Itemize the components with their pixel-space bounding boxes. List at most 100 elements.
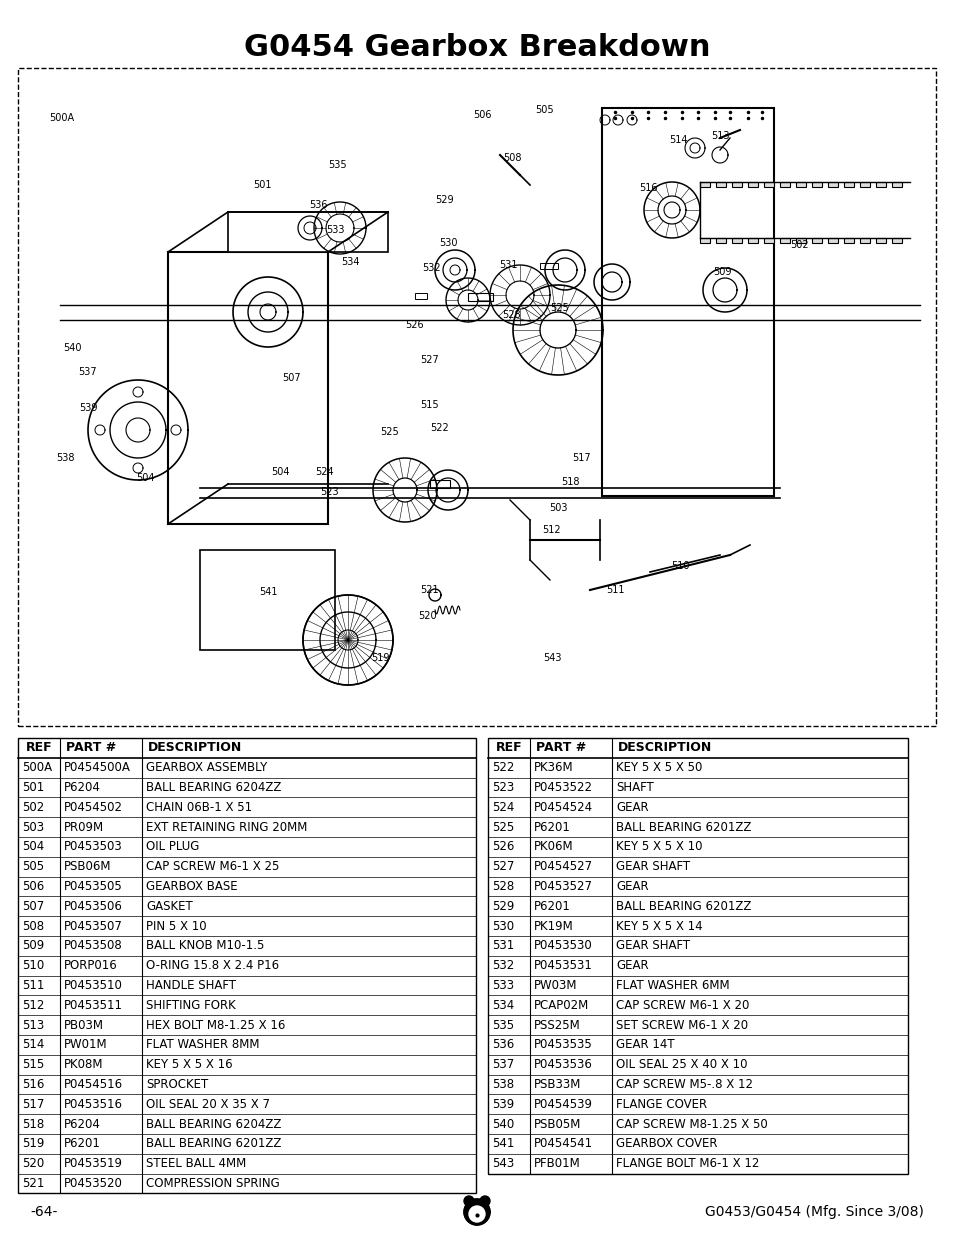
Text: SHAFT: SHAFT	[616, 781, 653, 794]
Text: 516: 516	[639, 183, 657, 193]
Circle shape	[463, 1199, 490, 1225]
Bar	[843, 238, 853, 243]
Text: BALL BEARING 6201ZZ: BALL BEARING 6201ZZ	[146, 1137, 281, 1150]
Text: 532: 532	[422, 263, 441, 273]
Text: P0453503: P0453503	[64, 840, 123, 853]
Bar	[795, 238, 805, 243]
Text: STEEL BALL 4MM: STEEL BALL 4MM	[146, 1157, 246, 1171]
Text: 516: 516	[22, 1078, 45, 1091]
Text: SPROCKET: SPROCKET	[146, 1078, 208, 1091]
Text: 525: 525	[380, 427, 399, 437]
Text: GEAR 14T: GEAR 14T	[616, 1039, 674, 1051]
Text: CAP SCREW M6-1 X 20: CAP SCREW M6-1 X 20	[616, 999, 749, 1011]
Bar	[747, 182, 758, 186]
Text: 534: 534	[340, 257, 359, 267]
Text: PB03M: PB03M	[64, 1019, 104, 1031]
Text: G0454 Gearbox Breakdown: G0454 Gearbox Breakdown	[244, 33, 709, 63]
Text: PART #: PART #	[536, 741, 586, 755]
Text: BALL BEARING 6201ZZ: BALL BEARING 6201ZZ	[616, 820, 751, 834]
Text: 508: 508	[502, 153, 520, 163]
Text: CAP SCREW M8-1.25 X 50: CAP SCREW M8-1.25 X 50	[616, 1118, 767, 1130]
Text: REF: REF	[26, 741, 52, 755]
Text: P0453506: P0453506	[64, 900, 123, 913]
Text: 501: 501	[22, 781, 44, 794]
Text: P0454541: P0454541	[534, 1137, 593, 1150]
Text: CAP SCREW M5-.8 X 12: CAP SCREW M5-.8 X 12	[616, 1078, 752, 1091]
Text: 531: 531	[492, 940, 514, 952]
Text: GEAR: GEAR	[616, 800, 648, 814]
Text: GEARBOX BASE: GEARBOX BASE	[146, 881, 237, 893]
Text: P0454539: P0454539	[534, 1098, 593, 1110]
Text: 518: 518	[560, 477, 578, 487]
Text: 522: 522	[430, 424, 449, 433]
Text: 543: 543	[492, 1157, 514, 1171]
Bar	[601, 107, 773, 496]
Text: FLAT WASHER 6MM: FLAT WASHER 6MM	[616, 979, 729, 992]
Text: 509: 509	[712, 267, 731, 277]
Bar	[488, 739, 907, 1173]
Text: 503: 503	[548, 503, 567, 513]
Text: P0454524: P0454524	[534, 800, 593, 814]
Text: PK36M: PK36M	[534, 761, 573, 774]
Text: GEARBOX COVER: GEARBOX COVER	[616, 1137, 717, 1150]
Text: 508: 508	[22, 920, 44, 932]
Text: 515: 515	[420, 400, 438, 410]
Text: 521: 521	[22, 1177, 45, 1191]
Text: 513: 513	[710, 131, 728, 141]
Text: 539: 539	[79, 403, 97, 412]
Text: P6201: P6201	[534, 820, 570, 834]
Text: FLANGE BOLT M6-1 X 12: FLANGE BOLT M6-1 X 12	[616, 1157, 759, 1171]
Text: PFB01M: PFB01M	[534, 1157, 580, 1171]
Text: 506: 506	[22, 881, 44, 893]
Bar	[811, 182, 821, 186]
Text: 538: 538	[55, 453, 74, 463]
Text: GEAR: GEAR	[616, 881, 648, 893]
Text: SET SCREW M6-1 X 20: SET SCREW M6-1 X 20	[616, 1019, 747, 1031]
Text: 529: 529	[492, 900, 514, 913]
Text: 528: 528	[492, 881, 514, 893]
Bar	[891, 238, 901, 243]
Text: 517: 517	[572, 453, 591, 463]
Text: KEY 5 X 5 X 14: KEY 5 X 5 X 14	[616, 920, 702, 932]
Text: 511: 511	[22, 979, 45, 992]
Text: HEX BOLT M8-1.25 X 16: HEX BOLT M8-1.25 X 16	[146, 1019, 285, 1031]
Text: P0453508: P0453508	[64, 940, 123, 952]
Text: P0454527: P0454527	[534, 861, 593, 873]
Bar	[780, 182, 789, 186]
Text: P0453536: P0453536	[534, 1058, 592, 1071]
Text: BALL BEARING 6201ZZ: BALL BEARING 6201ZZ	[616, 900, 751, 913]
Text: 540: 540	[63, 343, 81, 353]
Text: 519: 519	[22, 1137, 45, 1150]
Text: G0453/G0454 (Mfg. Since 3/08): G0453/G0454 (Mfg. Since 3/08)	[704, 1205, 923, 1219]
Text: 534: 534	[492, 999, 514, 1011]
Text: 526: 526	[405, 320, 424, 330]
Text: 513: 513	[22, 1019, 44, 1031]
Text: 540: 540	[492, 1118, 514, 1130]
Text: EXT RETAINING RING 20MM: EXT RETAINING RING 20MM	[146, 820, 307, 834]
Text: 502: 502	[22, 800, 44, 814]
Text: PK06M: PK06M	[534, 840, 573, 853]
Text: 500A: 500A	[50, 112, 74, 124]
Text: P0454500A: P0454500A	[64, 761, 131, 774]
Text: 507: 507	[282, 373, 301, 383]
Bar	[430, 480, 450, 488]
Text: 530: 530	[438, 238, 456, 248]
Text: P6201: P6201	[534, 900, 570, 913]
Text: 529: 529	[436, 195, 454, 205]
Text: 504: 504	[271, 467, 289, 477]
Text: PSB05M: PSB05M	[534, 1118, 580, 1130]
Text: 527: 527	[492, 861, 514, 873]
Bar	[731, 238, 741, 243]
Text: HANDLE SHAFT: HANDLE SHAFT	[146, 979, 235, 992]
Bar	[716, 182, 725, 186]
Text: CAP SCREW M6-1 X 25: CAP SCREW M6-1 X 25	[146, 861, 279, 873]
Text: GEAR: GEAR	[616, 960, 648, 972]
Text: GASKET: GASKET	[146, 900, 193, 913]
Text: PCAP02M: PCAP02M	[534, 999, 589, 1011]
Text: P0453510: P0453510	[64, 979, 123, 992]
Text: 518: 518	[22, 1118, 44, 1130]
Bar	[228, 212, 388, 252]
Text: 510: 510	[670, 561, 688, 571]
Text: 506: 506	[473, 110, 491, 120]
Text: -64-: -64-	[30, 1205, 57, 1219]
